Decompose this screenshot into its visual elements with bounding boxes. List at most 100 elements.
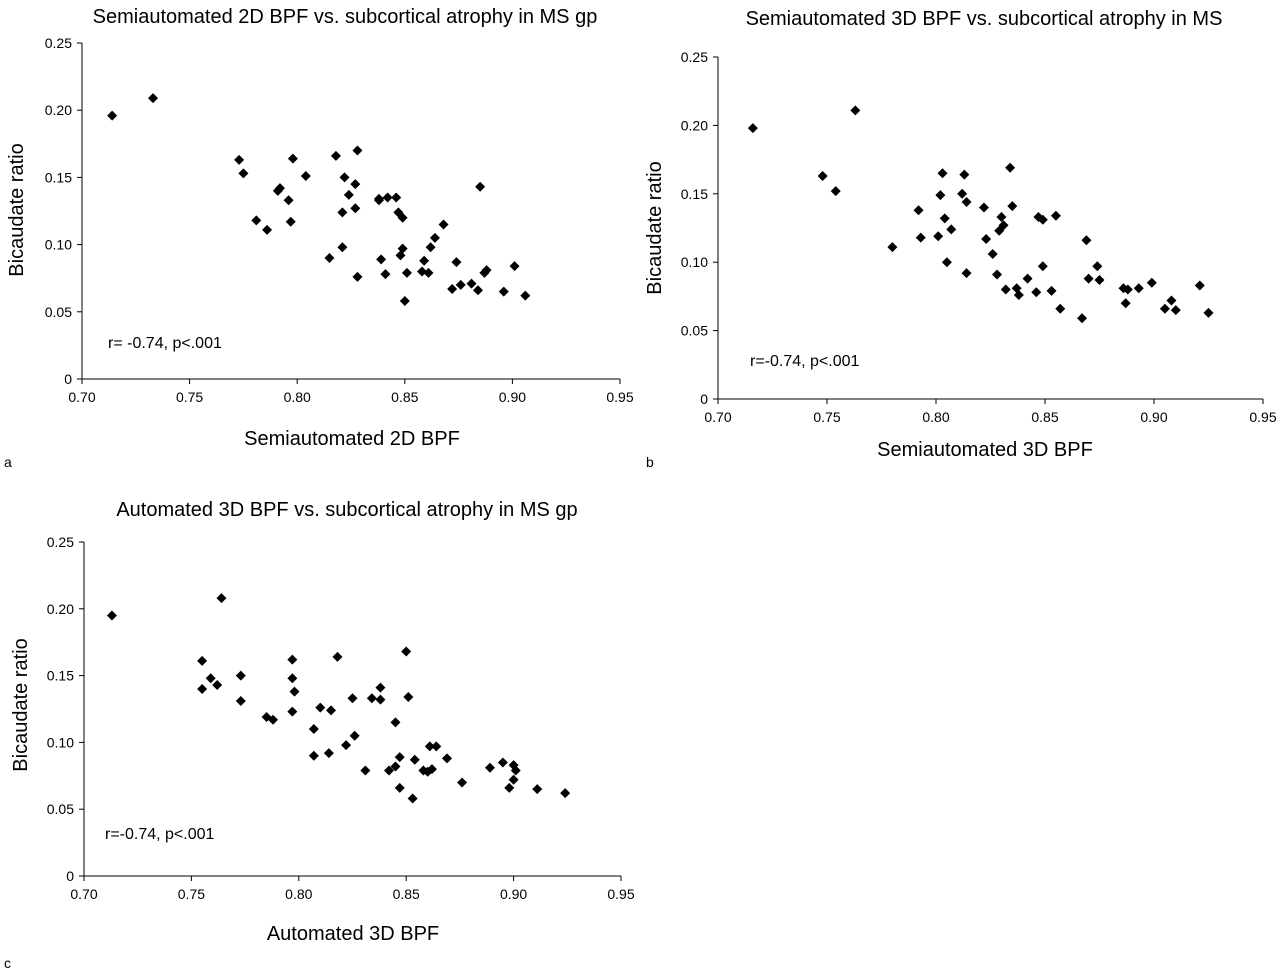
data-point-b: [957, 188, 968, 199]
chart-panel-b: Semiautomated 3D BPF vs. subcortical atr…: [644, 8, 1277, 470]
data-point-b: [1094, 274, 1105, 285]
data-point-c: [308, 724, 319, 735]
data-point-c: [401, 646, 412, 657]
data-point-a: [423, 267, 434, 278]
data-point-b: [1159, 303, 1170, 314]
data-point-c: [212, 679, 223, 690]
data-point-c: [560, 788, 571, 799]
chart-title-b: Semiautomated 3D BPF vs. subcortical atr…: [746, 8, 1223, 30]
x-tick-label-c: 0.95: [607, 886, 634, 902]
data-point-c: [390, 717, 401, 728]
data-point-b: [1055, 303, 1066, 314]
data-point-b: [1037, 261, 1048, 272]
data-point-c: [197, 655, 208, 666]
data-point-b: [937, 168, 948, 179]
data-point-c: [216, 593, 227, 604]
data-point-b: [915, 232, 926, 243]
data-point-a: [498, 286, 509, 297]
data-point-b: [933, 231, 944, 242]
x-axis-title-b: Semiautomated 3D BPF: [877, 439, 1093, 461]
data-point-a: [425, 242, 436, 253]
data-point-b: [913, 205, 924, 216]
data-point-a: [509, 261, 520, 272]
data-point-b: [850, 105, 861, 116]
data-point-b: [981, 233, 992, 244]
data-point-c: [308, 750, 319, 761]
x-tick-label-c: 0.70: [70, 886, 97, 902]
y-tick-label-c: 0.25: [47, 534, 74, 550]
data-point-a: [330, 150, 341, 161]
data-point-a: [285, 216, 296, 227]
y-tick-label-b: 0.15: [681, 186, 708, 202]
data-point-a: [447, 283, 458, 294]
data-point-b: [939, 213, 950, 224]
data-point-c: [332, 651, 343, 662]
data-point-c: [442, 753, 453, 764]
data-point-c: [390, 761, 401, 772]
data-point-b: [1166, 295, 1177, 306]
data-point-a: [350, 203, 361, 214]
x-tick-label-c: 0.90: [500, 886, 527, 902]
data-point-a: [419, 255, 430, 266]
data-point-b: [1077, 313, 1088, 324]
chart-title-a: Semiautomated 2D BPF vs. subcortical atr…: [93, 6, 598, 28]
data-point-c: [508, 774, 519, 785]
data-point-a: [337, 242, 348, 253]
data-point-c: [457, 777, 468, 788]
correlation-annotation-b: r=-0.74, p<.001: [750, 353, 860, 370]
data-point-a: [438, 219, 449, 230]
y-tick-label-c: 0.10: [47, 734, 74, 750]
y-axis-title-c: Bicaudate ratio: [10, 638, 32, 771]
data-point-a: [148, 93, 159, 104]
data-point-a: [429, 232, 440, 243]
data-point-c: [394, 782, 405, 793]
data-point-a: [391, 192, 402, 203]
data-point-b: [1046, 285, 1057, 296]
x-tick-label-b: 0.95: [1249, 409, 1276, 425]
data-point-b: [1146, 277, 1157, 288]
data-point-a: [376, 254, 387, 265]
data-point-b: [946, 224, 957, 235]
data-point-a: [287, 153, 298, 164]
data-point-b: [1170, 305, 1181, 316]
data-point-c: [287, 673, 298, 684]
y-tick-label-a: 0.05: [45, 304, 72, 320]
x-tick-label-c: 0.75: [178, 886, 205, 902]
data-point-b: [1133, 283, 1144, 294]
data-point-a: [238, 168, 249, 179]
data-point-b: [887, 242, 898, 253]
data-point-c: [366, 693, 377, 704]
data-point-b: [1092, 261, 1103, 272]
x-tick-label-c: 0.85: [393, 886, 420, 902]
data-point-a: [397, 243, 408, 254]
data-point-a: [373, 195, 384, 206]
data-point-c: [497, 757, 508, 768]
data-point-c: [484, 762, 495, 773]
data-point-b: [959, 169, 970, 180]
data-point-c: [197, 683, 208, 694]
data-point-c: [403, 691, 414, 702]
correlation-annotation-c: r=-0.74, p<.001: [105, 826, 215, 843]
y-axis-title-b: Bicaudate ratio: [644, 161, 666, 294]
data-point-c: [235, 695, 246, 706]
y-tick-label-a: 0.15: [45, 169, 72, 185]
data-point-c: [347, 693, 358, 704]
data-point-a: [283, 195, 294, 206]
data-point-a: [472, 285, 483, 296]
data-point-b: [1037, 214, 1048, 225]
data-point-a: [352, 271, 363, 282]
data-point-a: [399, 296, 410, 307]
data-point-b: [1005, 162, 1016, 173]
x-tick-label-a: 0.70: [68, 389, 95, 405]
plot-area-a: 0 0.05 0.10 0.15 0.20 0.25 0.70 0.75 0.80 0.85 0.9…: [45, 35, 634, 405]
chart-panel-c: Automated 3D BPF vs. subcortical atrophy…: [4, 499, 635, 971]
y-tick-label-b: 0.20: [681, 117, 708, 133]
data-point-a: [475, 181, 486, 192]
data-point-b: [1083, 273, 1094, 284]
correlation-annotation-a: r= -0.74, p<.001: [108, 335, 222, 352]
data-point-a: [397, 212, 408, 223]
panel-label-b: b: [646, 454, 654, 470]
data-point-a: [520, 290, 531, 301]
data-point-b: [998, 220, 1009, 231]
data-point-c: [289, 686, 300, 697]
